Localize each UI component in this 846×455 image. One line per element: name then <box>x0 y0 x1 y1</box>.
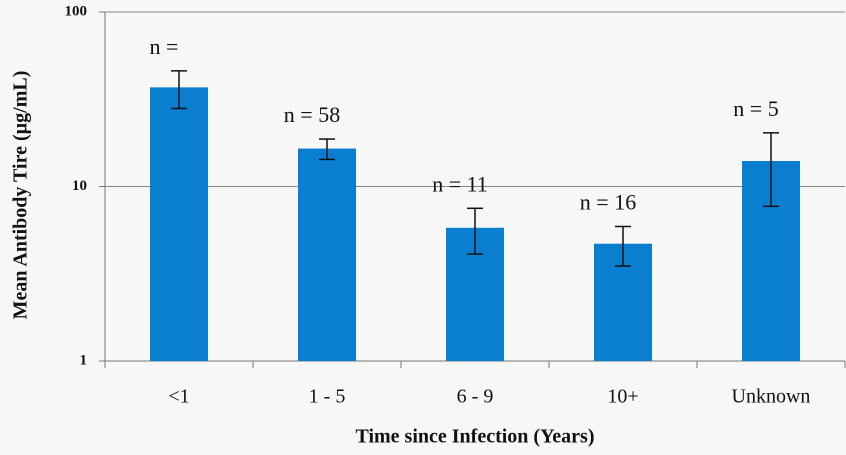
annotation: n = 58 <box>284 102 340 127</box>
bar <box>150 87 208 361</box>
annotation: n = 11 <box>432 171 488 196</box>
y-tick-label: 100 <box>65 3 88 19</box>
y-tick-label: 1 <box>80 352 88 368</box>
x-tick-label: 1 - 5 <box>309 386 346 408</box>
y-tick-label: 10 <box>72 178 87 194</box>
bar <box>298 148 356 361</box>
x-axis-label: Time since Infection (Years) <box>355 426 594 448</box>
x-tick-label: 6 - 9 <box>457 386 494 408</box>
x-tick-label: Unknown <box>732 386 811 408</box>
annotation: n = 5 <box>733 96 778 121</box>
annotation: n = 16 <box>580 190 636 215</box>
x-tick-label: <1 <box>168 386 189 408</box>
x-tick-label: 10+ <box>607 386 638 408</box>
y-axis-label: Mean Antibody Tire (µg/mL) <box>10 71 32 320</box>
annotation: n = <box>150 34 179 59</box>
